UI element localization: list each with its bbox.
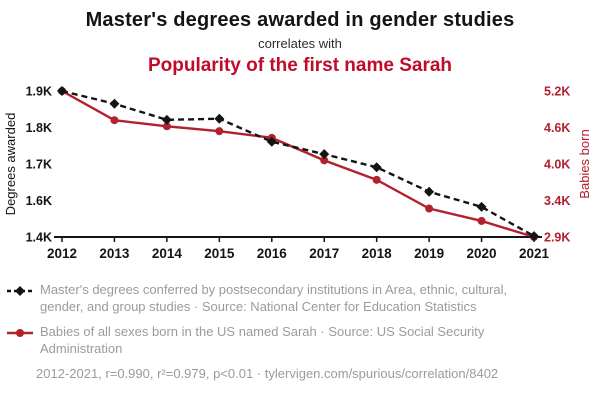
legend-circle-marker — [16, 328, 24, 337]
left-tick-label: 1.8K — [26, 121, 52, 135]
right-tick-label: 3.4K — [544, 194, 570, 208]
right-tick-label: 2.9K — [544, 231, 570, 245]
marker-circle-babies — [477, 216, 486, 225]
chart-title-secondary: Popularity of the first name Sarah — [147, 55, 453, 76]
x-tick-label: 2021 — [519, 246, 550, 261]
marker-diamond-degrees — [424, 186, 435, 197]
x-tick-label: 2016 — [257, 246, 288, 261]
x-tick-label: 2017 — [309, 246, 339, 261]
marker-circle-babies — [425, 204, 434, 213]
chart-subtitle: correlates with — [258, 36, 342, 51]
marker-circle-babies — [215, 127, 224, 136]
legend-diamond-marker — [15, 286, 25, 296]
marker-diamond-degrees — [214, 113, 225, 124]
legend-item-degrees: Master's degrees conferred by postsecond… — [7, 282, 600, 316]
legend-marker-degrees-icon — [7, 286, 33, 296]
left-tick-label: 1.7K — [26, 158, 52, 172]
marker-diamond-degrees — [319, 149, 330, 160]
x-tick-label: 2013 — [99, 246, 130, 261]
stats-summary: 2012-2021, r=0.990, r²=0.979, p<0.01 · — [36, 365, 265, 381]
right-tick-label: 4.6K — [544, 121, 570, 135]
marker-circle-babies — [110, 116, 119, 125]
marker-diamond-degrees — [529, 231, 539, 242]
chart-legend: Master's degrees conferred by postsecond… — [0, 282, 600, 358]
source-url: tylervigen.com/spurious/correlation/8402 — [264, 365, 499, 381]
series-line-babies — [61, 89, 535, 239]
x-tick-label: 2015 — [204, 246, 235, 261]
marker-circle-babies — [372, 175, 381, 184]
chart-title-primary: Master's degrees awarded in gender studi… — [85, 9, 515, 31]
x-tick-label: 2018 — [362, 246, 393, 261]
legend-marker-babies-icon — [7, 328, 33, 337]
marker-diamond-degrees — [109, 98, 120, 109]
legend-label-babies: Babies of all sexes born in the US named… — [40, 323, 485, 356]
footer: 2012-2021, r=0.990, r²=0.979, p<0.01 · t… — [36, 366, 600, 381]
left-tick-label: 1.6K — [26, 194, 52, 208]
x-tick-label: 2012 — [47, 246, 77, 261]
marker-diamond-degrees — [476, 201, 487, 212]
series-line-degrees — [61, 89, 535, 238]
right-tick-label: 5.2K — [544, 85, 570, 99]
x-tick-label: 2014 — [152, 246, 183, 261]
right-tick-label: 4.0K — [544, 158, 570, 172]
marker-diamond-degrees — [371, 162, 382, 173]
marker-circle-babies — [320, 156, 329, 165]
marker-diamond-degrees — [57, 86, 67, 96]
chart-area: 2012 2013 2014 2015 2016 2017 2018 2019 2020 2021… — [0, 79, 600, 274]
left-axis-title: Degrees awarded — [3, 113, 18, 216]
marker-diamond-degrees — [161, 114, 172, 125]
x-tick-label: 2019 — [414, 246, 444, 261]
line-chart-canvas: 2012 2013 2014 2015 2016 2017 2018 2019 2020 2021… — [3, 85, 592, 262]
legend-label-degrees: Master's degrees conferred by postsecond… — [40, 282, 508, 314]
left-tick-label: 1.9K — [26, 85, 52, 99]
legend-item-babies: Babies of all sexes born in the US named… — [7, 324, 600, 358]
x-tick-label: 2020 — [467, 246, 497, 261]
marker-diamond-degrees — [266, 136, 277, 147]
marker-circle-babies — [162, 122, 171, 131]
right-axis-title: Babies born — [577, 129, 592, 198]
left-tick-label: 1.4K — [26, 231, 52, 245]
